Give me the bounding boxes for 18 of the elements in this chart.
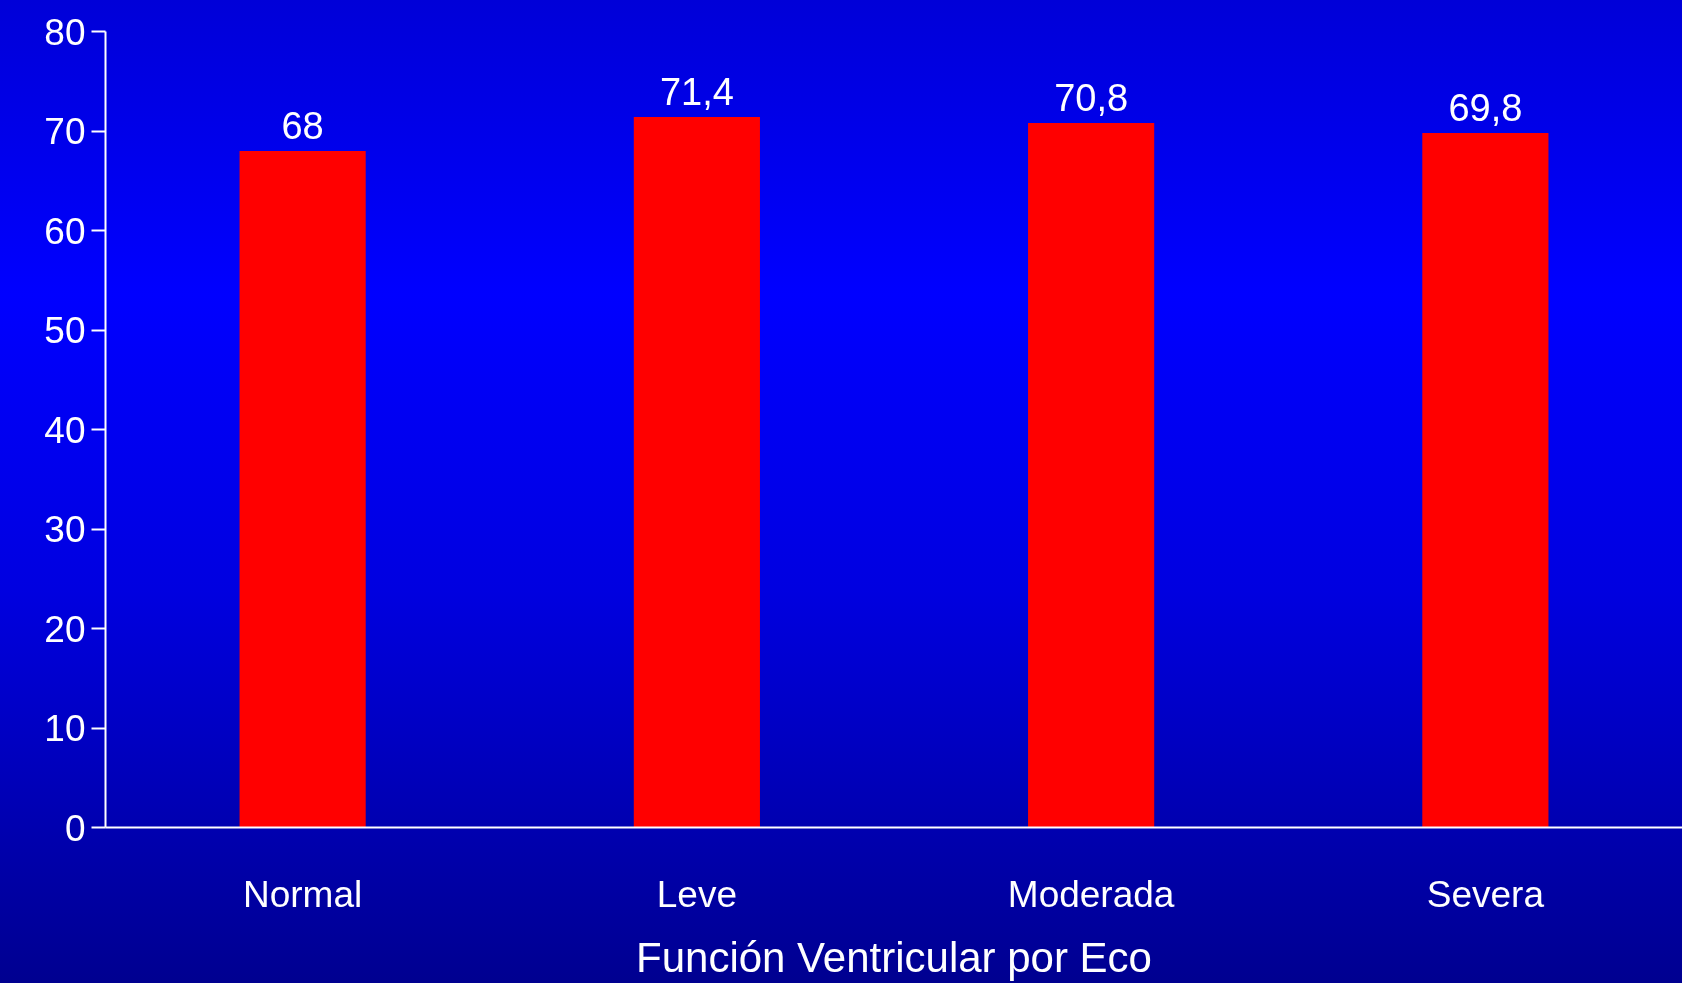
y-tick-label: 70	[44, 111, 86, 152]
x-tick-label: Severa	[1426, 873, 1545, 915]
data-label: 69,8	[1448, 86, 1523, 129]
data-label: 70,8	[1054, 77, 1129, 120]
data-label: 68	[281, 104, 324, 147]
y-tick-label: 30	[44, 509, 86, 550]
x-tick-label: Normal	[243, 873, 363, 915]
x-tick-label: Moderada	[1007, 873, 1175, 915]
y-tick-label: 40	[44, 409, 86, 451]
y-tick-label: 0	[64, 807, 86, 849]
y-tick-label: 50	[44, 310, 86, 351]
y-tick-label: 20	[44, 608, 86, 650]
x-tick-label: Leve	[656, 873, 737, 915]
y-tick-label: 10	[44, 708, 86, 749]
data-label: 71,4	[659, 71, 734, 114]
x-axis-title: Función Ventricular por Eco	[636, 933, 1152, 981]
y-tick-label: 80	[44, 11, 86, 53]
y-tick-label: 60	[44, 210, 86, 252]
